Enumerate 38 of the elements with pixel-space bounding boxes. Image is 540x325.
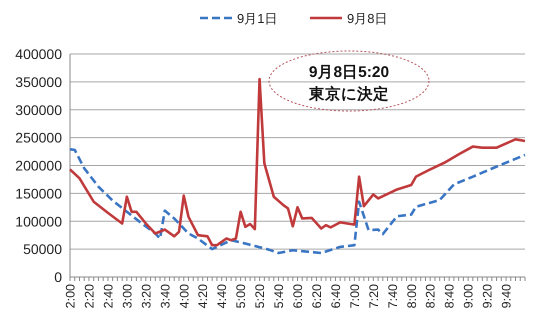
x-tick-label: 8:40	[442, 284, 457, 308]
legend-label: 9月1日	[237, 11, 278, 26]
x-tick-label: 9:40	[500, 284, 514, 308]
x-tick-label: 4:40	[215, 284, 230, 308]
x-tick-label: 6:00	[291, 284, 305, 308]
x-tick-label: 7:20	[366, 284, 381, 308]
y-tick-label: 100000	[15, 213, 62, 230]
x-tick-label: 4:20	[196, 284, 210, 308]
legend-label: 9月8日	[347, 11, 388, 26]
y-tick-label: 350000	[15, 74, 62, 90]
y-tick-label: 200000	[15, 158, 62, 174]
x-tick-label: 6:40	[328, 284, 343, 308]
x-tick-label: 8:20	[424, 284, 438, 308]
x-tick-label: 2:40	[101, 284, 116, 308]
x-tick-label: 5:00	[234, 284, 248, 308]
y-tick-label: 50000	[23, 241, 62, 258]
x-tick-label: 3:40	[158, 284, 172, 308]
x-tick-label: 5:40	[272, 284, 286, 308]
x-tick-label: 9:00	[462, 284, 476, 308]
line-series	[68, 78, 526, 247]
y-tick-label: 0	[54, 269, 62, 285]
x-tick-label: 5:20	[253, 284, 268, 308]
y-tick-label: 300000	[15, 102, 62, 118]
x-tick-label: 2:00	[64, 284, 78, 308]
x-tick-label: 6:20	[310, 284, 324, 308]
x-tick-label: 3:20	[139, 284, 154, 308]
x-tick-label: 8:00	[404, 284, 419, 308]
annotation: 9月8日5:20 東京に決定	[308, 64, 390, 103]
x-tick-label: 7:40	[386, 284, 400, 308]
x-tick-label: 4:00	[177, 284, 192, 308]
y-tick-label: 150000	[15, 185, 62, 202]
x-tick-label: 9:20	[480, 284, 495, 308]
x-tick-label: 2:20	[82, 284, 96, 308]
x-tick-label: 3:00	[120, 284, 134, 308]
x-tick-label: 7:00	[348, 284, 362, 308]
y-tick-label: 250000	[15, 130, 62, 146]
y-tick-label: 400000	[15, 46, 62, 62]
line-series	[68, 148, 526, 254]
